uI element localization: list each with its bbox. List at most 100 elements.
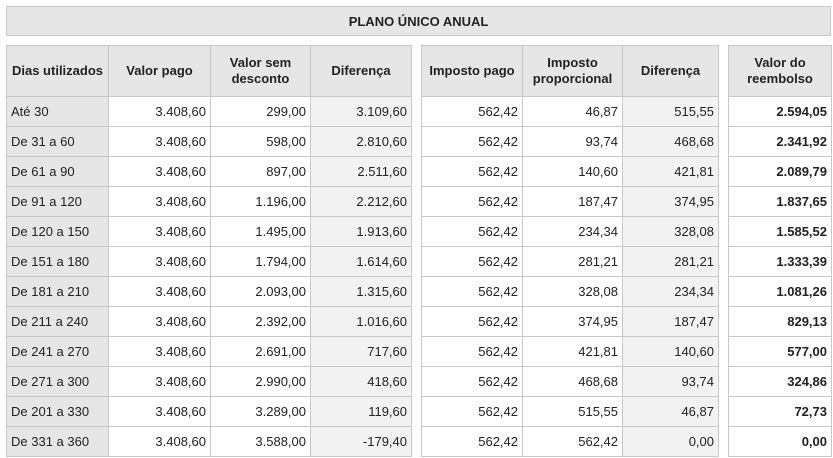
table-row: De 211 a 240 3.408,60 2.392,00 1.016,60 — [6, 306, 412, 337]
dias-utilizados-cell: De 211 a 240 — [6, 306, 109, 337]
imposto-proporcional-cell: 46,87 — [522, 96, 623, 127]
valor-do-reembolso-cell: 324,86 — [728, 366, 832, 397]
header-imposto-proporcional: Imposto proporcional — [522, 45, 623, 97]
imposto-proporcional-cell: 515,55 — [522, 396, 623, 427]
imposto-pago-cell: 562,42 — [421, 396, 523, 427]
table-row: 1.837,65 — [728, 186, 832, 217]
table-row: Até 30 3.408,60 299,00 3.109,60 — [6, 96, 412, 127]
diferenca-cell: 1.614,60 — [310, 246, 412, 277]
imposto-pago-cell: 562,42 — [421, 366, 523, 397]
valor-pago-cell: 3.408,60 — [108, 246, 211, 277]
dias-utilizados-cell: Até 30 — [6, 96, 109, 127]
diferenca-imposto-cell: 374,95 — [622, 186, 719, 217]
valor-sem-desconto-cell: 3.588,00 — [210, 426, 311, 457]
imposto-proporcional-cell: 374,95 — [522, 306, 623, 337]
table-row: 2.594,05 — [728, 96, 832, 127]
table-row: 0,00 — [728, 426, 832, 457]
table-row: 562,42 328,08 234,34 — [421, 276, 719, 307]
valor-sem-desconto-cell: 299,00 — [210, 96, 311, 127]
table-row: 562,42 93,74 468,68 — [421, 126, 719, 157]
table-row: De 331 a 360 3.408,60 3.588,00 -179,40 — [6, 426, 412, 457]
table-row: 577,00 — [728, 336, 832, 367]
valor-pago-cell: 3.408,60 — [108, 156, 211, 187]
dias-utilizados-cell: De 201 a 330 — [6, 396, 109, 427]
header-row: Valor do reembolso — [728, 45, 832, 97]
diferenca-cell: 418,60 — [310, 366, 412, 397]
diferenca-imposto-cell: 187,47 — [622, 306, 719, 337]
imposto-pago-cell: 562,42 — [421, 246, 523, 277]
diferenca-cell: 1.913,60 — [310, 216, 412, 247]
valor-pago-cell: 3.408,60 — [108, 126, 211, 157]
diferenca-imposto-cell: 515,55 — [622, 96, 719, 127]
diferenca-cell: 1.016,60 — [310, 306, 412, 337]
imposto-pago-cell: 562,42 — [421, 426, 523, 457]
valor-do-reembolso-cell: 2.341,92 — [728, 126, 832, 157]
dias-utilizados-cell: De 271 a 300 — [6, 366, 109, 397]
table-row: De 181 a 210 3.408,60 2.093,00 1.315,60 — [6, 276, 412, 307]
valor-do-reembolso-cell: 1.837,65 — [728, 186, 832, 217]
valor-sem-desconto-cell: 1.495,00 — [210, 216, 311, 247]
dias-utilizados-cell: De 120 a 150 — [6, 216, 109, 247]
diferenca-cell: 2.810,60 — [310, 126, 412, 157]
imposto-pago-cell: 562,42 — [421, 96, 523, 127]
imposto-proporcional-cell: 562,42 — [522, 426, 623, 457]
valor-sem-desconto-cell: 1.794,00 — [210, 246, 311, 277]
valor-do-reembolso-cell: 2.089,79 — [728, 156, 832, 187]
table-row: De 91 a 120 3.408,60 1.196,00 2.212,60 — [6, 186, 412, 217]
diferenca-cell: 2.212,60 — [310, 186, 412, 217]
diferenca-imposto-cell: 281,21 — [622, 246, 719, 277]
dias-utilizados-cell: De 181 a 210 — [6, 276, 109, 307]
table-row: 562,42 46,87 515,55 — [421, 96, 719, 127]
valor-sem-desconto-cell: 2.093,00 — [210, 276, 311, 307]
diferenca-imposto-cell: 421,81 — [622, 156, 719, 187]
imposto-pago-cell: 562,42 — [421, 336, 523, 367]
table-row: 2.089,79 — [728, 156, 832, 187]
table-row: 324,86 — [728, 366, 832, 397]
valor-sem-desconto-cell: 897,00 — [210, 156, 311, 187]
table-row: 562,42 468,68 93,74 — [421, 366, 719, 397]
table-row: De 271 a 300 3.408,60 2.990,00 418,60 — [6, 366, 412, 397]
dias-utilizados-cell: De 61 a 90 — [6, 156, 109, 187]
table-row: De 61 a 90 3.408,60 897,00 2.511,60 — [6, 156, 412, 187]
diferenca-imposto-cell: 140,60 — [622, 336, 719, 367]
valor-do-reembolso-cell: 1.333,39 — [728, 246, 832, 277]
page-title: PLANO ÚNICO ANUAL — [6, 6, 831, 36]
table-row: 2.341,92 — [728, 126, 832, 157]
table-row: 562,42 421,81 140,60 — [421, 336, 719, 367]
dias-utilizados-cell: De 331 a 360 — [6, 426, 109, 457]
imposto-proporcional-cell: 187,47 — [522, 186, 623, 217]
valor-pago-cell: 3.408,60 — [108, 396, 211, 427]
valor-do-reembolso-cell: 829,13 — [728, 306, 832, 337]
table-row: De 151 a 180 3.408,60 1.794,00 1.614,60 — [6, 246, 412, 277]
table-row: 1.585,52 — [728, 216, 832, 247]
table-row: 562,42 234,34 328,08 — [421, 216, 719, 247]
table-row: 72,73 — [728, 396, 832, 427]
diferenca-imposto-cell: 468,68 — [622, 126, 719, 157]
valor-do-reembolso-cell: 2.594,05 — [728, 96, 832, 127]
header-diferenca: Diferença — [310, 45, 412, 97]
tax-table: Imposto pago Imposto proporcional Difere… — [421, 45, 719, 457]
header-dias-utilizados: Dias utilizados — [6, 45, 109, 97]
valor-pago-cell: 3.408,60 — [108, 336, 211, 367]
diferenca-cell: 3.109,60 — [310, 96, 412, 127]
diferenca-cell: 1.315,60 — [310, 276, 412, 307]
valor-do-reembolso-cell: 1.081,26 — [728, 276, 832, 307]
valor-pago-cell: 3.408,60 — [108, 276, 211, 307]
imposto-proporcional-cell: 234,34 — [522, 216, 623, 247]
valor-pago-cell: 3.408,60 — [108, 216, 211, 247]
valor-sem-desconto-cell: 3.289,00 — [210, 396, 311, 427]
table-row: De 201 a 330 3.408,60 3.289,00 119,60 — [6, 396, 412, 427]
table-row: 562,42 187,47 374,95 — [421, 186, 719, 217]
header-imposto-pago: Imposto pago — [421, 45, 523, 97]
diferenca-cell: -179,40 — [310, 426, 412, 457]
table-row: 1.081,26 — [728, 276, 832, 307]
imposto-proporcional-cell: 140,60 — [522, 156, 623, 187]
valor-pago-cell: 3.408,60 — [108, 96, 211, 127]
header-valor-do-reembolso: Valor do reembolso — [728, 45, 832, 97]
table-row: 562,42 374,95 187,47 — [421, 306, 719, 337]
imposto-pago-cell: 562,42 — [421, 126, 523, 157]
diferenca-imposto-cell: 234,34 — [622, 276, 719, 307]
diferenca-cell: 119,60 — [310, 396, 412, 427]
valor-pago-cell: 3.408,60 — [108, 186, 211, 217]
table-row: De 31 a 60 3.408,60 598,00 2.810,60 — [6, 126, 412, 157]
